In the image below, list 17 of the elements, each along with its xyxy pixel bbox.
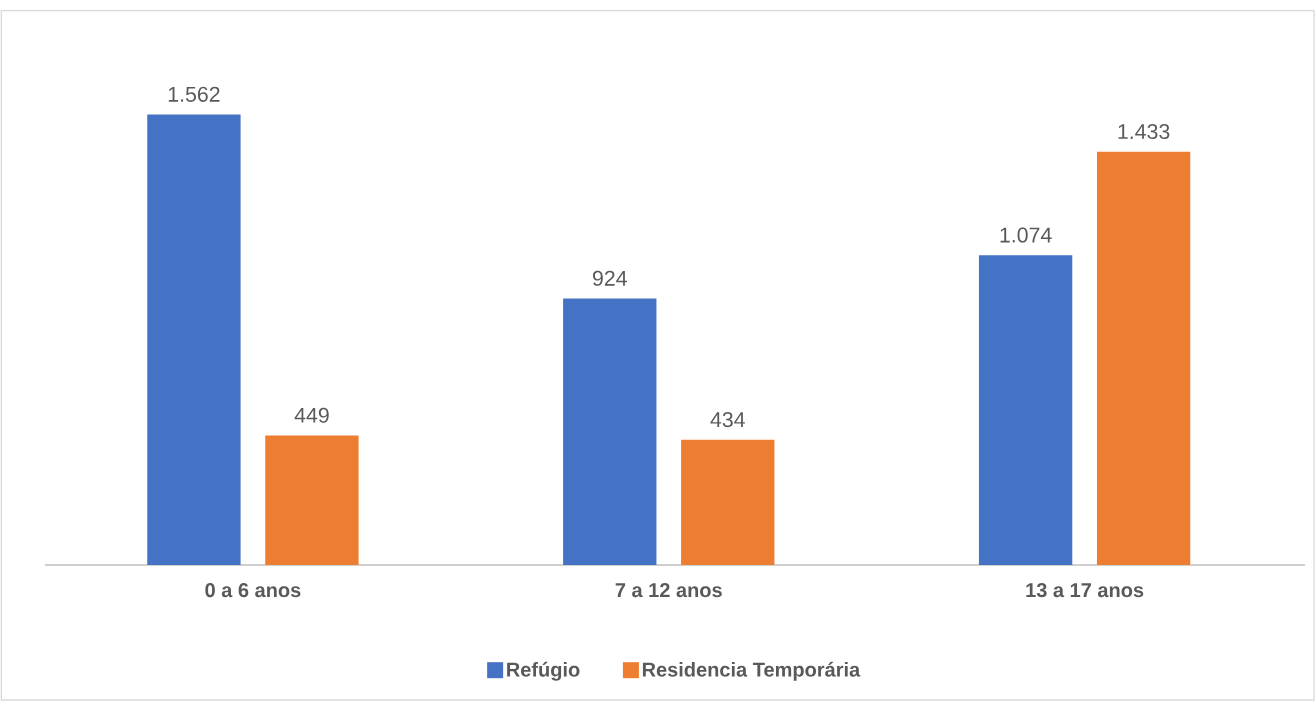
x-tick-label: 13 a 17 anos	[1026, 583, 1144, 598]
data-label: 449	[294, 407, 329, 423]
bar	[1096, 151, 1191, 565]
data-label: 1.433	[1118, 123, 1170, 140]
legend-label: Residencia Temporária	[642, 661, 861, 681]
bar	[265, 435, 359, 565]
legend-label: Refúgio	[507, 661, 580, 681]
data-label: 1.562	[168, 86, 220, 102]
bar	[681, 439, 775, 565]
data-label: 924	[592, 270, 627, 286]
data-label: 434	[710, 412, 745, 428]
bar	[147, 114, 241, 565]
data-label: 1.074	[1000, 227, 1052, 243]
bar	[563, 298, 657, 565]
x-tick-label: 7 a 12 anos	[615, 583, 722, 598]
x-tick-label: 0 a 6 anos	[205, 583, 301, 598]
bar	[978, 255, 1073, 565]
